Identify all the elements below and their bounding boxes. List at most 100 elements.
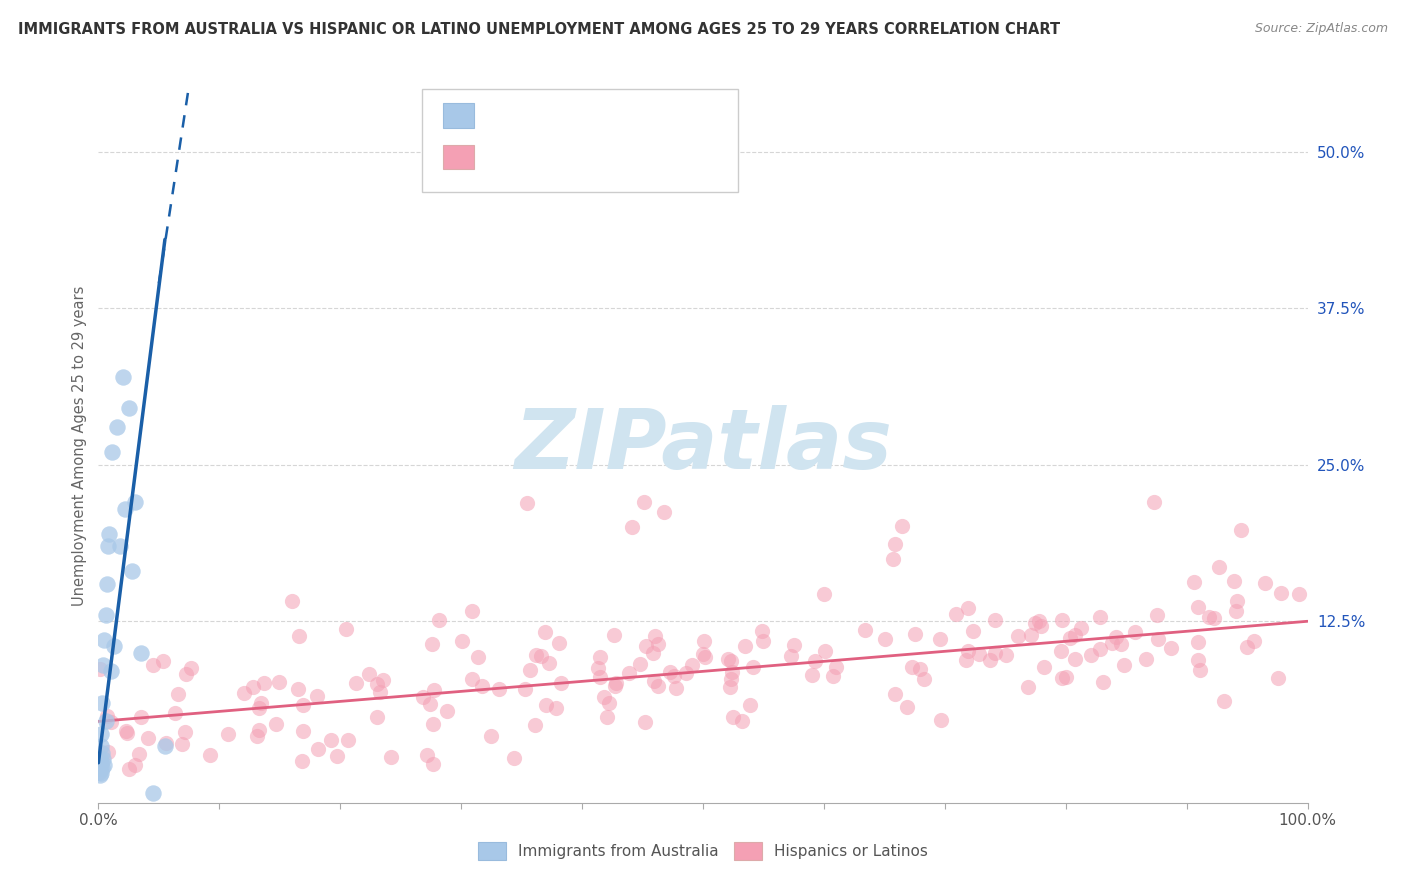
- Point: [1033, 660, 1056, 674]
- Legend: Immigrants from Australia, Hispanics or Latinos: Immigrants from Australia, Hispanics or …: [472, 836, 934, 866]
- Point: [1288, 587, 1310, 601]
- Point: [1054, 670, 1077, 684]
- Point: [903, 627, 925, 641]
- Text: N =: N =: [595, 149, 624, 163]
- Point: [1146, 608, 1168, 623]
- Point: [1270, 586, 1292, 600]
- Point: [121, 564, 143, 578]
- Point: [346, 675, 368, 690]
- Point: [908, 662, 931, 676]
- Point: [1031, 619, 1053, 633]
- Point: [801, 667, 824, 681]
- Point: [291, 754, 314, 768]
- Point: [172, 737, 194, 751]
- Point: [461, 673, 484, 687]
- Point: [467, 650, 489, 665]
- Point: [1225, 604, 1247, 618]
- Point: [524, 648, 547, 663]
- Point: [957, 644, 980, 658]
- Point: [165, 706, 187, 720]
- Point: [884, 687, 907, 701]
- Point: [647, 679, 669, 693]
- Point: [644, 629, 666, 643]
- Text: 199: 199: [637, 149, 669, 163]
- Point: [96, 576, 118, 591]
- Point: [1114, 657, 1136, 672]
- Point: [605, 675, 627, 690]
- Point: [929, 713, 952, 727]
- Point: [97, 745, 120, 759]
- Point: [488, 682, 510, 697]
- Point: [652, 505, 675, 519]
- Point: [420, 636, 443, 650]
- Point: [595, 710, 617, 724]
- Point: [662, 668, 685, 682]
- Point: [550, 676, 572, 690]
- Point: [804, 654, 827, 668]
- Point: [586, 661, 609, 675]
- Point: [1050, 613, 1073, 627]
- Point: [217, 727, 239, 741]
- Point: [1184, 574, 1206, 589]
- Point: [515, 682, 537, 697]
- Point: [247, 701, 270, 715]
- Point: [416, 748, 439, 763]
- Point: [1135, 652, 1157, 666]
- Point: [89, 761, 111, 775]
- Text: R =: R =: [485, 106, 513, 120]
- Point: [1024, 615, 1046, 630]
- Point: [117, 726, 139, 740]
- Point: [1188, 663, 1211, 677]
- Point: [912, 672, 935, 686]
- Point: [598, 696, 620, 710]
- Point: [1019, 628, 1042, 642]
- Point: [368, 685, 391, 699]
- Point: [643, 673, 665, 688]
- Point: [681, 657, 703, 672]
- Point: [1017, 680, 1039, 694]
- Point: [90, 756, 112, 770]
- Point: [450, 633, 472, 648]
- Point: [292, 723, 315, 738]
- Point: [253, 675, 276, 690]
- Text: N =: N =: [595, 106, 624, 120]
- Point: [336, 732, 359, 747]
- Point: [380, 750, 402, 764]
- Point: [641, 646, 664, 660]
- Point: [153, 739, 176, 754]
- Point: [103, 640, 125, 654]
- Point: [287, 682, 309, 697]
- Point: [534, 625, 557, 640]
- Point: [516, 496, 538, 510]
- Text: Source: ZipAtlas.com: Source: ZipAtlas.com: [1254, 22, 1388, 36]
- Point: [371, 673, 394, 688]
- Point: [1202, 611, 1225, 625]
- Point: [136, 731, 159, 745]
- Point: [96, 708, 118, 723]
- Point: [321, 733, 343, 747]
- Point: [307, 742, 329, 756]
- Point: [962, 624, 984, 638]
- Point: [1088, 641, 1111, 656]
- Point: [422, 716, 444, 731]
- Y-axis label: Unemployment Among Ages 25 to 29 years: Unemployment Among Ages 25 to 29 years: [72, 285, 87, 607]
- Point: [823, 668, 845, 682]
- Point: [896, 699, 918, 714]
- Point: [233, 686, 256, 700]
- Point: [536, 698, 558, 713]
- Point: [721, 665, 744, 679]
- Text: IMMIGRANTS FROM AUSTRALIA VS HISPANIC OR LATINO UNEMPLOYMENT AMONG AGES 25 TO 29: IMMIGRANTS FROM AUSTRALIA VS HISPANIC OR…: [18, 22, 1060, 37]
- Text: 0.499: 0.499: [527, 149, 575, 163]
- Point: [242, 680, 264, 694]
- Point: [91, 746, 114, 760]
- Point: [873, 632, 896, 646]
- Point: [634, 640, 657, 654]
- Point: [718, 681, 741, 695]
- Point: [118, 401, 141, 416]
- Point: [422, 683, 444, 698]
- Point: [537, 656, 560, 670]
- Point: [548, 636, 571, 650]
- Point: [291, 698, 314, 712]
- Point: [305, 690, 328, 704]
- Point: [1050, 644, 1073, 658]
